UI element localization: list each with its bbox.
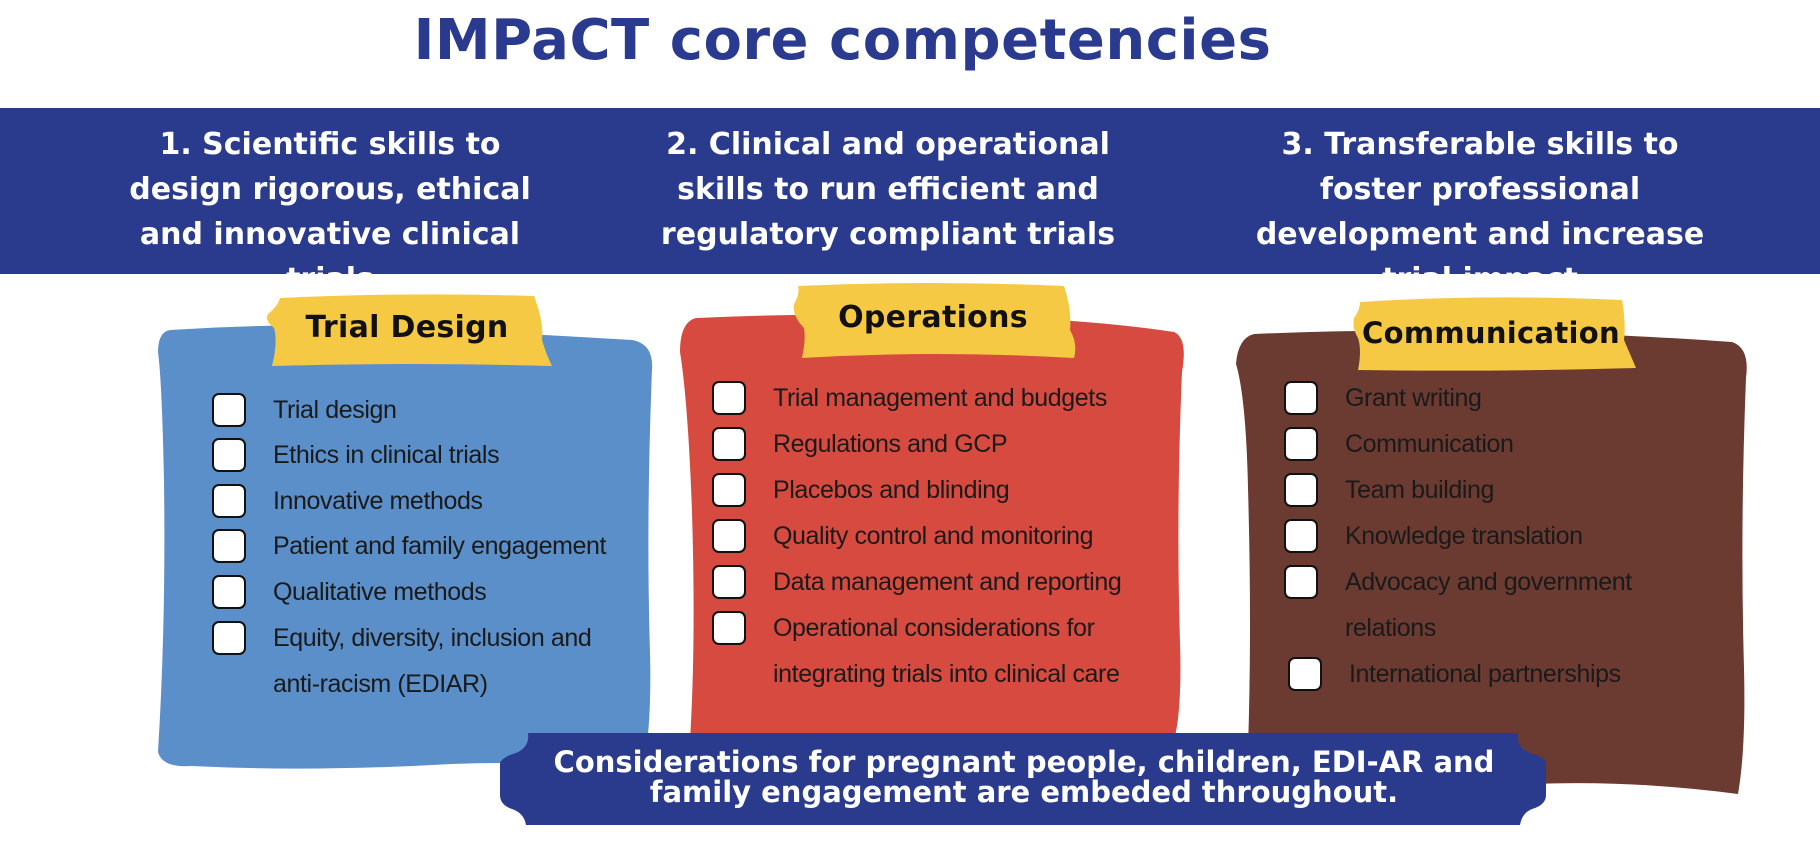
page-title: IMPaCT core competencies [413,8,1272,73]
banner-column-operational: 2. Clinical and operational skills to ru… [660,127,1116,252]
list-item-label: Grant writing [1345,384,1482,412]
card-communication: Communication Grant writing Communicatio… [1232,297,1750,798]
tab-background [793,283,1076,358]
list-item: Qualitative methods [212,575,642,615]
card-heading: Communication [1362,316,1620,350]
list-item-label: Communication [1345,430,1514,458]
list-item-label: Regulations and GCP [773,430,1008,458]
tab-trial-design: Trial Design [262,292,552,372]
list-item-label: Knowledge translation [1345,522,1583,550]
card-trial-design: Trial Design Trial design Ethics in clin… [152,294,657,782]
list-item-label: Qualitative methods [273,578,487,606]
list-item-label: Advocacy and government relations [1345,568,1632,642]
card-background [158,325,653,772]
list-item-label: Team building [1345,476,1495,504]
checkbox[interactable] [1284,381,1318,415]
checkbox[interactable] [712,565,746,599]
list-item: Regulations and GCP [712,427,1182,467]
list-item-label: Patient and family engagement [273,532,607,560]
checkbox[interactable] [212,393,246,427]
list-item-label: Operational considerations for integrati… [773,614,1120,688]
banner-column-scientific: 1. Scientific skills to design rigorous,… [129,127,531,297]
list-item: Advocacy and government relations [1284,565,1664,651]
checkbox[interactable] [1284,519,1318,553]
list-item: Team building [1284,473,1744,513]
list-item: Patient and family engagement [212,529,652,569]
ribbon-background [500,733,1546,825]
list-item: Trial design [212,393,642,433]
checkbox[interactable] [212,529,246,563]
list-item: Quality control and monitoring [712,519,1182,559]
card-operations: Operations Trial management and budgets … [676,283,1188,742]
card-heading: Trial Design [305,310,509,345]
list-item: Knowledge translation [1284,519,1744,559]
list-item-label: Quality control and monitoring [773,522,1094,550]
competency-banner: 1. Scientific skills to design rigorous,… [0,108,1820,297]
list-item: Trial management and budgets [712,381,1182,421]
list-item: Data management and reporting [712,565,1182,605]
card-background [680,314,1184,740]
list-item: Grant writing [1284,381,1744,421]
checkbox[interactable] [1284,427,1318,461]
checkbox[interactable] [1284,565,1318,599]
checkbox[interactable] [1288,657,1322,691]
list-item-label: International partnerships [1349,660,1621,688]
checkbox[interactable] [712,427,746,461]
list-item-label: Trial management and budgets [773,384,1107,412]
checkbox[interactable] [712,473,746,507]
list-item: Ethics in clinical trials [212,438,642,478]
checkbox[interactable] [712,381,746,415]
checkbox[interactable] [712,611,746,645]
list-item: International partnerships [1288,657,1748,697]
list-item-label: Equity, diversity, inclusion and anti-ra… [273,624,592,698]
checkbox[interactable] [212,575,246,609]
tab-background [1353,297,1636,371]
footer-text: Considerations for pregnant people, chil… [553,745,1495,809]
checkbox[interactable] [212,484,246,518]
checkbox[interactable] [212,621,246,655]
banner-column-transferable: 3. Transferable skills to foster profess… [1255,127,1705,297]
list-item: Operational considerations for integrati… [712,611,1162,697]
list-item-label: Data management and reporting [773,568,1122,596]
list-item: Innovative methods [212,484,642,524]
tab-operations: Operations [788,280,1078,362]
footer-ribbon: Considerations for pregnant people, chil… [498,733,1550,825]
card-background [1236,330,1747,794]
checkbox[interactable] [1284,473,1318,507]
list-item-label: Placebos and blinding [773,476,1010,504]
checkbox[interactable] [212,438,246,472]
list-item-label: Ethics in clinical trials [273,441,500,469]
list-item: Placebos and blinding [712,473,1182,513]
checkbox[interactable] [712,519,746,553]
tab-background [266,294,552,366]
list-item: Communication [1284,427,1744,467]
card-heading: Operations [838,300,1028,335]
list-item-label: Innovative methods [273,487,483,515]
tab-communication: Communication [1346,294,1636,376]
list-item-label: Trial design [273,396,397,424]
list-item: Equity, diversity, inclusion and anti-ra… [212,621,632,707]
